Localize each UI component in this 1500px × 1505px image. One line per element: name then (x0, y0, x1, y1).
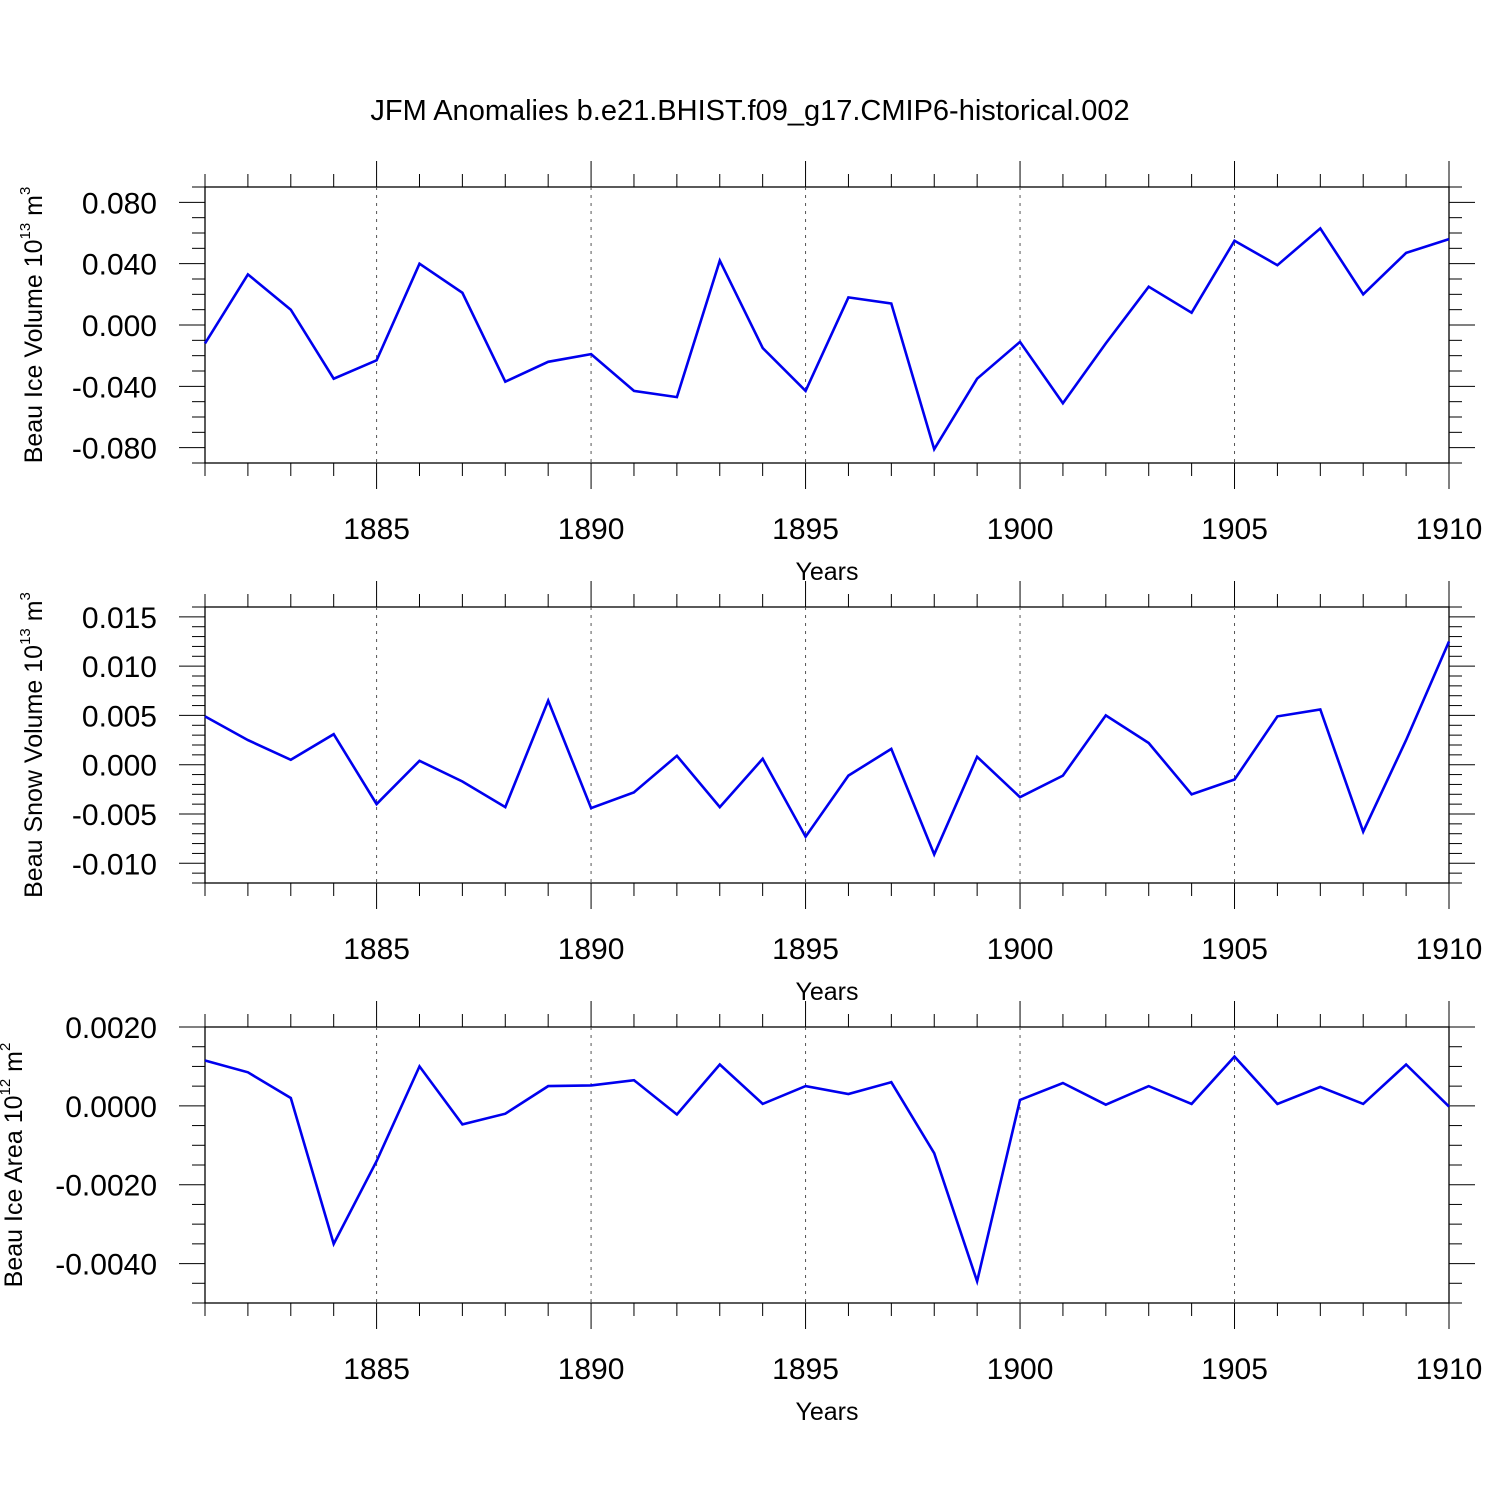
y-tick-label: 0.080 (82, 187, 157, 220)
gridlines (376, 1027, 1236, 1303)
gridlines (376, 607, 1236, 883)
y-tick-labels: -0.080 -0.040 0.000 0.040 0.080 (72, 187, 157, 465)
y-tick-label: -0.0040 (55, 1249, 157, 1282)
y-tick-label: 0.0000 (65, 1091, 157, 1124)
x-tick-labels: 1885 1890 1895 1900 1905 1910 (343, 1353, 1482, 1386)
y-axis-label-unit-exp: 3 (17, 187, 34, 195)
series-line-ice-area (204, 1054, 1450, 1287)
x-tick-label: 1890 (558, 1353, 625, 1386)
y-axis-label: Beau Ice Volume 1013 m3 (17, 187, 48, 464)
x-tick-label: 1885 (343, 1353, 410, 1386)
y-tick-label: -0.080 (72, 433, 157, 466)
y-tick-label: 0.005 (82, 700, 157, 733)
y-tick-label: -0.005 (72, 799, 157, 832)
x-axis-label: Years (795, 558, 858, 586)
y-axis-label-main: Beau Ice Area 10 (0, 1096, 28, 1288)
series-line-snow-volume (204, 640, 1451, 858)
y-axis-label-exp: 13 (17, 628, 34, 645)
y-tick-labels: -0.010 -0.005 0.000 0.005 0.010 0.015 (72, 602, 157, 881)
y-tick-label: 0.000 (82, 310, 157, 343)
y-tick-label: -0.040 (72, 371, 157, 404)
y-tick-label: -0.010 (72, 848, 157, 881)
y-axis-label-main: Beau Snow Volume 10 (20, 645, 48, 898)
y-axis-label-unit: m (20, 600, 48, 628)
figure-title: JFM Anomalies b.e21.BHIST.f09_g17.CMIP6-… (370, 95, 1130, 127)
x-tick-label: 1905 (1201, 1353, 1268, 1386)
y-axis-label-exp: 13 (17, 223, 34, 240)
x-axis-label: Years (795, 1398, 858, 1426)
x-tick-labels: 1885 1890 1895 1900 1905 1910 (343, 513, 1482, 546)
y-tick-label: -0.0020 (55, 1170, 157, 1203)
x-tick-label: 1885 (343, 513, 410, 546)
y-axis-label-main: Beau Ice Volume 10 (20, 240, 48, 464)
y-tick-label: 0.015 (82, 602, 157, 635)
gridlines (376, 187, 1236, 463)
panel-ice-volume: -0.080 -0.040 0.000 0.040 0.080 1885 1890 1895… (17, 161, 1482, 586)
x-tick-label: 1900 (987, 1353, 1054, 1386)
tick-marks (179, 1001, 1475, 1329)
y-axis-label-unit: m (0, 1051, 28, 1079)
x-tick-label: 1895 (772, 513, 839, 546)
x-tick-label: 1895 (772, 1353, 839, 1386)
x-tick-label: 1890 (558, 513, 625, 546)
y-tick-label: 0.040 (82, 249, 157, 282)
x-axis-label: Years (795, 978, 858, 1006)
tick-marks (179, 161, 1475, 489)
y-axis-label-unit-exp: 3 (17, 592, 34, 600)
x-tick-label: 1910 (1416, 513, 1483, 546)
x-tick-label: 1895 (772, 933, 839, 966)
x-tick-label: 1905 (1201, 513, 1268, 546)
x-tick-label: 1905 (1201, 933, 1268, 966)
y-tick-label: 0.010 (82, 651, 157, 684)
plot-frame (204, 606, 1450, 884)
y-axis-label: Beau Ice Area 1012 m2 (0, 1043, 28, 1288)
y-axis-label: Beau Snow Volume 1013 m3 (17, 592, 48, 898)
tick-marks (179, 581, 1475, 909)
x-tick-label: 1910 (1416, 1353, 1483, 1386)
y-tick-labels: -0.0040 -0.0020 0.0000 0.0020 (55, 1012, 157, 1282)
x-tick-labels: 1885 1890 1895 1900 1905 1910 (343, 933, 1482, 966)
y-tick-label: 0.000 (82, 750, 157, 783)
series-line-ice-volume (203, 226, 1450, 453)
x-tick-label: 1890 (558, 933, 625, 966)
y-tick-label: 0.0020 (65, 1012, 157, 1045)
plot-frame (204, 1026, 1450, 1304)
x-tick-label: 1885 (343, 933, 410, 966)
x-tick-label: 1910 (1416, 933, 1483, 966)
y-axis-label-exp: 12 (0, 1079, 14, 1096)
panel-snow-volume: -0.010 -0.005 0.000 0.005 0.010 0.015 1885 189… (17, 581, 1482, 1006)
x-tick-label: 1900 (987, 933, 1054, 966)
x-tick-label: 1900 (987, 513, 1054, 546)
y-axis-label-unit-exp: 2 (0, 1043, 14, 1051)
y-axis-label-unit: m (20, 195, 48, 223)
